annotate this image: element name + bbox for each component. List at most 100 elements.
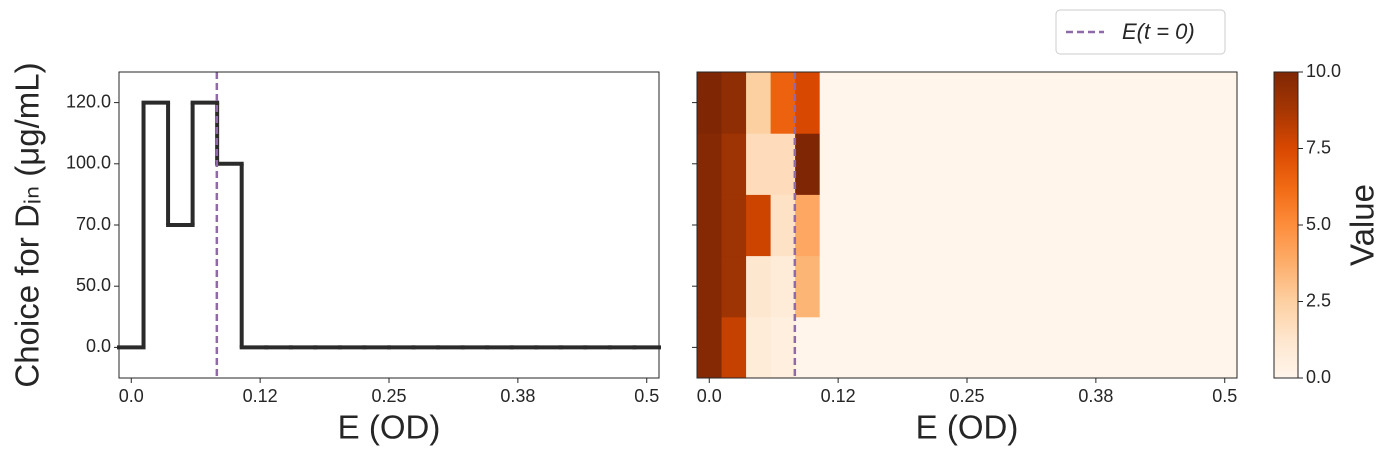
heatmap-cell [1138, 255, 1164, 318]
heatmap-cell [1040, 255, 1066, 318]
heatmap-cell [991, 255, 1017, 318]
colorbar-tick-label: 2.5 [1306, 290, 1331, 310]
heatmap-cell [770, 316, 796, 379]
heatmap-cell [942, 255, 968, 318]
heatmap-cell [819, 72, 845, 134]
heatmap-cell [697, 255, 723, 318]
heatmap-cell [967, 194, 993, 257]
heatmap-cell [1212, 72, 1238, 134]
heatmap-cell [819, 255, 845, 318]
heatmap-cell [942, 133, 968, 195]
heatmap-cell [868, 316, 894, 379]
heatmap-cell [917, 316, 943, 379]
y-tick-label: 50.0 [76, 275, 111, 295]
heatmap-cell [1065, 255, 1091, 318]
heatmap-cell [770, 133, 796, 195]
heatmap-cell [746, 255, 772, 318]
colorbar-tick-label: 7.5 [1306, 137, 1331, 157]
heatmap-cell [967, 255, 993, 318]
x-tick-label: 0.25 [949, 386, 984, 406]
heatmap-cell [795, 72, 821, 134]
heatmap-cell [721, 255, 747, 318]
heatmap-cell [1163, 316, 1189, 379]
y-tick-label: 70.0 [76, 214, 111, 234]
heatmap-cell [844, 255, 870, 318]
heatmap-cell [942, 316, 968, 379]
heatmap-cell [1016, 133, 1042, 195]
heatmap-cell [844, 72, 870, 134]
heatmap-cell [1114, 194, 1140, 257]
colorbar-tick-label: 0.0 [1306, 367, 1331, 387]
heatmap-cell [917, 72, 943, 134]
heatmap-cell [868, 194, 894, 257]
heatmap-cell [721, 133, 747, 195]
heatmap-cell [1040, 316, 1066, 379]
heatmap-cell [1089, 316, 1115, 379]
heatmap-cell [1187, 72, 1213, 134]
heatmap-cell [893, 72, 919, 134]
heatmap-cell [1114, 133, 1140, 195]
heatmap-cell [819, 133, 845, 195]
heatmap-cell [942, 72, 968, 134]
heatmap-cell [893, 255, 919, 318]
legend-box [1055, 9, 1226, 55]
heatmap-cell [893, 133, 919, 195]
colorbar-tick-label: 5.0 [1306, 214, 1331, 234]
heatmap-cell [1065, 316, 1091, 379]
heatmap-cell [967, 72, 993, 134]
heatmap-cell [1163, 72, 1189, 134]
heatmap-cell [1114, 255, 1140, 318]
heatmap-cell [1212, 194, 1238, 257]
heatmap-cell [844, 133, 870, 195]
y-tick-label: 100.0 [66, 153, 111, 173]
heatmap-cell [819, 316, 845, 379]
heatmap-cell [1187, 255, 1213, 318]
heatmap-cell [1040, 133, 1066, 195]
heatmap-cell [795, 194, 821, 257]
heatmap-cell [991, 194, 1017, 257]
heatmap-cell [991, 72, 1017, 134]
heatmap-cell [868, 133, 894, 195]
heatmap-cell [1089, 133, 1115, 195]
heatmap-cell [697, 133, 723, 195]
x-axis-label: E (OD) [338, 409, 441, 446]
heatmap-cell [1016, 194, 1042, 257]
heatmap-cell [746, 133, 772, 195]
heatmap-cell [1040, 72, 1066, 134]
heatmap-cell [1163, 194, 1189, 257]
heatmap-cell [893, 194, 919, 257]
heatmap-cell [1016, 72, 1042, 134]
heatmap-cell [868, 72, 894, 134]
x-tick-label: 0.38 [1078, 386, 1113, 406]
heatmap-cell [697, 194, 723, 257]
heatmap-cell [893, 316, 919, 379]
heatmap-cell [1065, 72, 1091, 134]
heatmap-cell [1138, 133, 1164, 195]
heatmap-cell [1089, 194, 1115, 257]
heatmap-cell [795, 316, 821, 379]
heatmap-cell [1163, 133, 1189, 195]
heatmap-cell [1114, 316, 1140, 379]
heatmap-cell [868, 255, 894, 318]
colorbar-tick-label: 10.0 [1306, 61, 1341, 81]
heatmap-cell [746, 316, 772, 379]
heatmap-cell [967, 133, 993, 195]
y-axis-label: Choice for Dᵢₙ (μg/mL) [9, 62, 46, 387]
heatmap-cell [1187, 316, 1213, 379]
heatmap-cell [697, 72, 723, 134]
heatmap-cell [770, 194, 796, 257]
x-axis-label: E (OD) [916, 409, 1019, 446]
y-tick-label: 120.0 [66, 91, 111, 111]
y-tick-label: 0.0 [86, 336, 111, 356]
heatmap-cell [1138, 72, 1164, 134]
x-tick-label: 0.0 [119, 386, 144, 406]
heatmap-cell [917, 255, 943, 318]
heatmap-cell [721, 194, 747, 257]
heatmap-cell [746, 194, 772, 257]
heatmap-cell [819, 194, 845, 257]
heatmap-cell [1187, 133, 1213, 195]
heatmap-cell [770, 72, 796, 134]
x-tick-label: 0.12 [243, 386, 278, 406]
heatmap-cell [1212, 316, 1238, 379]
